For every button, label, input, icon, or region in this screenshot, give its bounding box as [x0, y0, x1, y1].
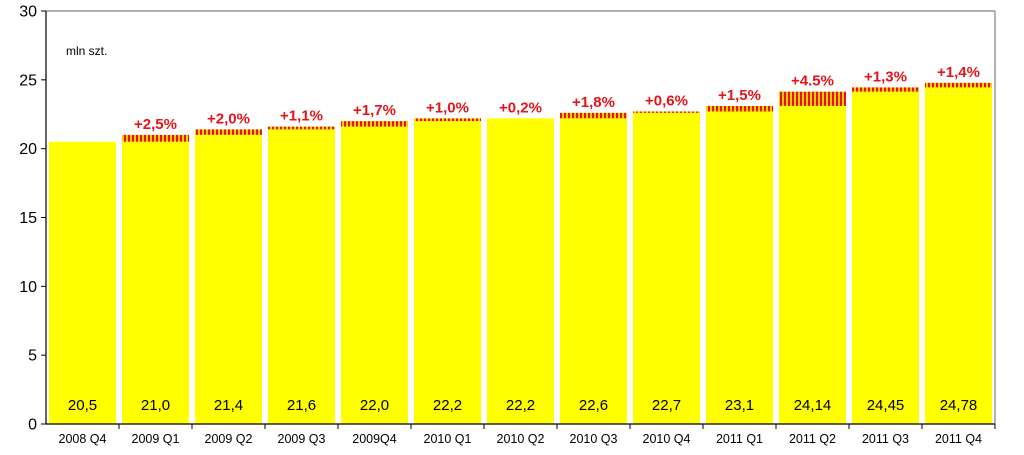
bar — [49, 141, 116, 425]
bar-value-label: 23,1 — [725, 397, 754, 414]
y-tick-label: 10 — [19, 279, 37, 296]
change-label: +2,5% — [134, 116, 177, 133]
bar-increment — [414, 118, 481, 122]
bar-value-label: 22,6 — [579, 397, 608, 414]
bar-value-label: 22,7 — [652, 397, 681, 414]
x-tick-label: 2009 Q2 — [205, 432, 253, 446]
bar-value-label: 24,78 — [940, 397, 978, 414]
change-label: +1,1% — [280, 108, 323, 125]
change-label: +0,2% — [499, 99, 542, 116]
bar-value-label: 24,45 — [867, 397, 905, 414]
bar — [487, 118, 554, 424]
bar — [633, 112, 700, 424]
x-tick-label: 2011 Q1 — [716, 432, 763, 446]
bar — [122, 141, 189, 425]
bar — [268, 129, 335, 425]
change-label: +0,6% — [645, 92, 688, 109]
bar — [706, 111, 773, 424]
bar-value-label: 22,2 — [506, 397, 535, 414]
bar-increment — [779, 91, 846, 106]
y-tick-label: 30 — [19, 4, 37, 21]
bar-increment — [560, 112, 627, 119]
change-label: +1,0% — [426, 99, 469, 116]
x-tick-label: 2011 Q3 — [862, 432, 909, 446]
bar — [341, 126, 408, 424]
bar-increment — [268, 126, 335, 130]
bar-value-label: 24,14 — [794, 397, 832, 414]
x-tick-label: 2009 Q1 — [132, 432, 180, 446]
change-label: +1,5% — [718, 87, 761, 104]
bar — [852, 91, 919, 424]
bar-increment — [706, 105, 773, 112]
bar — [560, 118, 627, 424]
bar-increment — [195, 129, 262, 135]
change-label: +1,4% — [937, 64, 980, 81]
bar-value-label: 22,2 — [433, 397, 462, 414]
bar-value-label: 21,0 — [141, 397, 170, 414]
x-tick-label: 2010 Q3 — [570, 432, 618, 446]
bar — [195, 134, 262, 424]
change-label: +1,3% — [864, 68, 907, 85]
change-label: +1,7% — [353, 102, 396, 119]
y-tick-label: 0 — [28, 417, 37, 434]
x-tick-label: 2008 Q4 — [59, 432, 107, 446]
bar — [779, 105, 846, 425]
bar — [414, 121, 481, 424]
change-label: +2,0% — [207, 110, 250, 127]
x-tick-label: 2010 Q2 — [497, 432, 545, 446]
bar-increment — [925, 82, 992, 88]
unit-label: mln szt. — [66, 44, 107, 58]
bar-value-label: 22,0 — [360, 397, 389, 414]
x-tick-label: 2010 Q4 — [643, 432, 691, 446]
bar-increment — [341, 121, 408, 127]
bar-increment — [122, 134, 189, 142]
bar-value-label: 21,4 — [214, 397, 243, 414]
bar-value-label: 20,5 — [68, 397, 97, 414]
x-tick-label: 2011 Q4 — [935, 432, 982, 446]
bar-value-label: 21,6 — [287, 397, 316, 414]
x-tick-label: 2009 Q3 — [278, 432, 326, 446]
change-label: +1,8% — [572, 94, 615, 111]
x-tick-label: 2010 Q1 — [424, 432, 472, 446]
bar-increment — [633, 111, 700, 113]
bar-increment — [852, 87, 919, 92]
change-label: +4.5% — [791, 73, 834, 90]
y-tick-label: 25 — [19, 72, 37, 89]
x-tick-label: 2009Q4 — [352, 432, 397, 446]
y-tick-label: 15 — [19, 210, 37, 227]
y-tick-label: 20 — [19, 141, 37, 158]
bar — [925, 87, 992, 424]
x-tick-label: 2011 Q2 — [789, 432, 836, 446]
y-tick-label: 5 — [28, 348, 37, 365]
